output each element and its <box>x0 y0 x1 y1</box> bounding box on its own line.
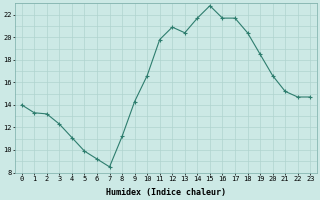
X-axis label: Humidex (Indice chaleur): Humidex (Indice chaleur) <box>106 188 226 197</box>
